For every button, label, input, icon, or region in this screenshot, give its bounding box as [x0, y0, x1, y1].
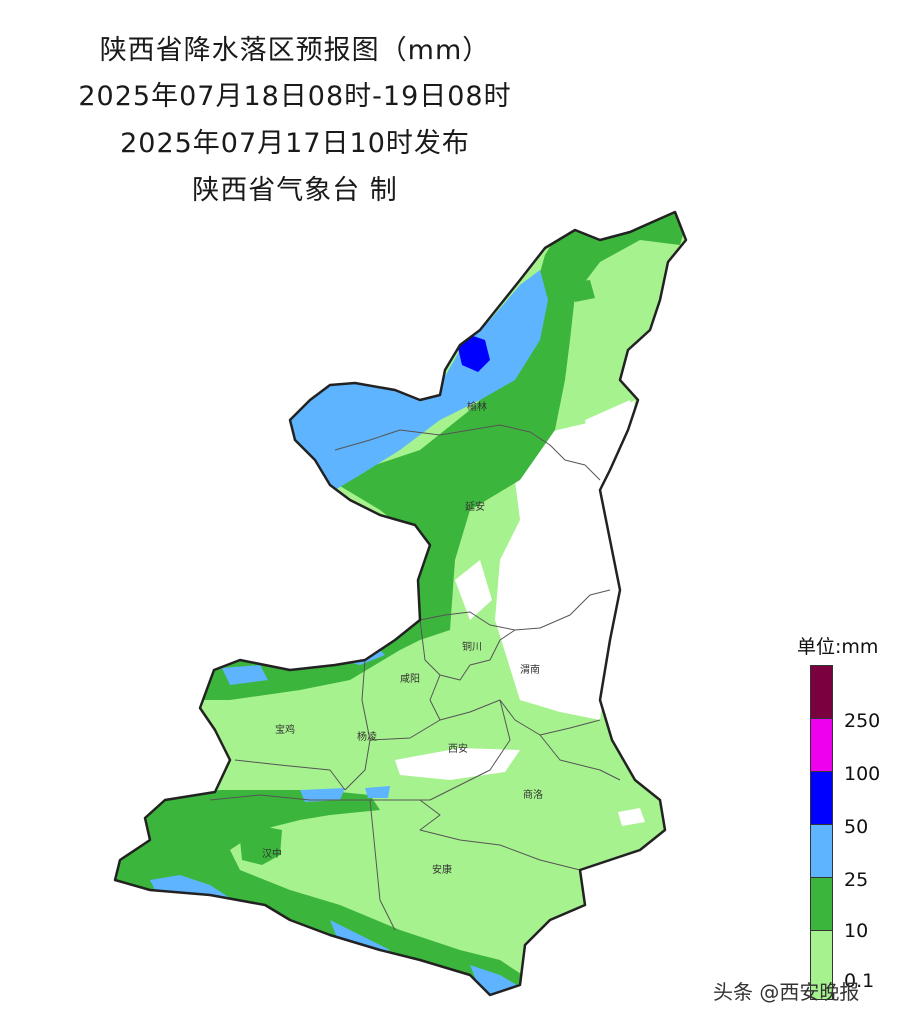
city-label: 宝鸡: [275, 723, 295, 736]
city-label: 铜川: [462, 641, 482, 653]
legend-colorbar: [810, 665, 833, 1000]
city-label: 杨凌: [357, 730, 377, 743]
legend-label-50: 50: [844, 816, 869, 838]
legend-swatch-10: [810, 877, 833, 930]
issuer: 陕西省气象台 制: [192, 175, 398, 206]
city-label: 延安: [465, 500, 485, 513]
map-title: 陕西省降水落区预报图（mm）: [99, 35, 491, 66]
legend-swatch-100: [810, 718, 833, 771]
forecast-period: 2025年07月18日08时-19日08时: [78, 81, 512, 112]
legend-label-0-1: 0.1: [844, 970, 875, 992]
legend-label-100: 100: [844, 763, 881, 785]
legend-swatch-25: [810, 824, 833, 877]
city-label: 商洛: [523, 788, 543, 801]
legend-swatch-50: [810, 771, 833, 824]
legend-label-10: 10: [844, 920, 869, 942]
city-label: 榆林: [467, 400, 487, 413]
legend-label-25: 25: [844, 869, 869, 891]
legend-unit: 单位:mm: [797, 636, 879, 658]
legend-swatch-250plus: [810, 665, 833, 718]
city-label: 渭南: [520, 663, 540, 676]
city-label: 咸阳: [400, 673, 420, 685]
watermark: 头条 @西安晚报: [713, 980, 860, 1004]
legend-swatch-0-1: [810, 930, 833, 1000]
legend-label-250: 250: [844, 710, 881, 732]
city-label: 西安: [448, 742, 468, 755]
issue-time: 2025年07月17日10时发布: [120, 128, 470, 159]
city-label: 安康: [432, 863, 452, 876]
city-label: 汉中: [262, 847, 282, 860]
